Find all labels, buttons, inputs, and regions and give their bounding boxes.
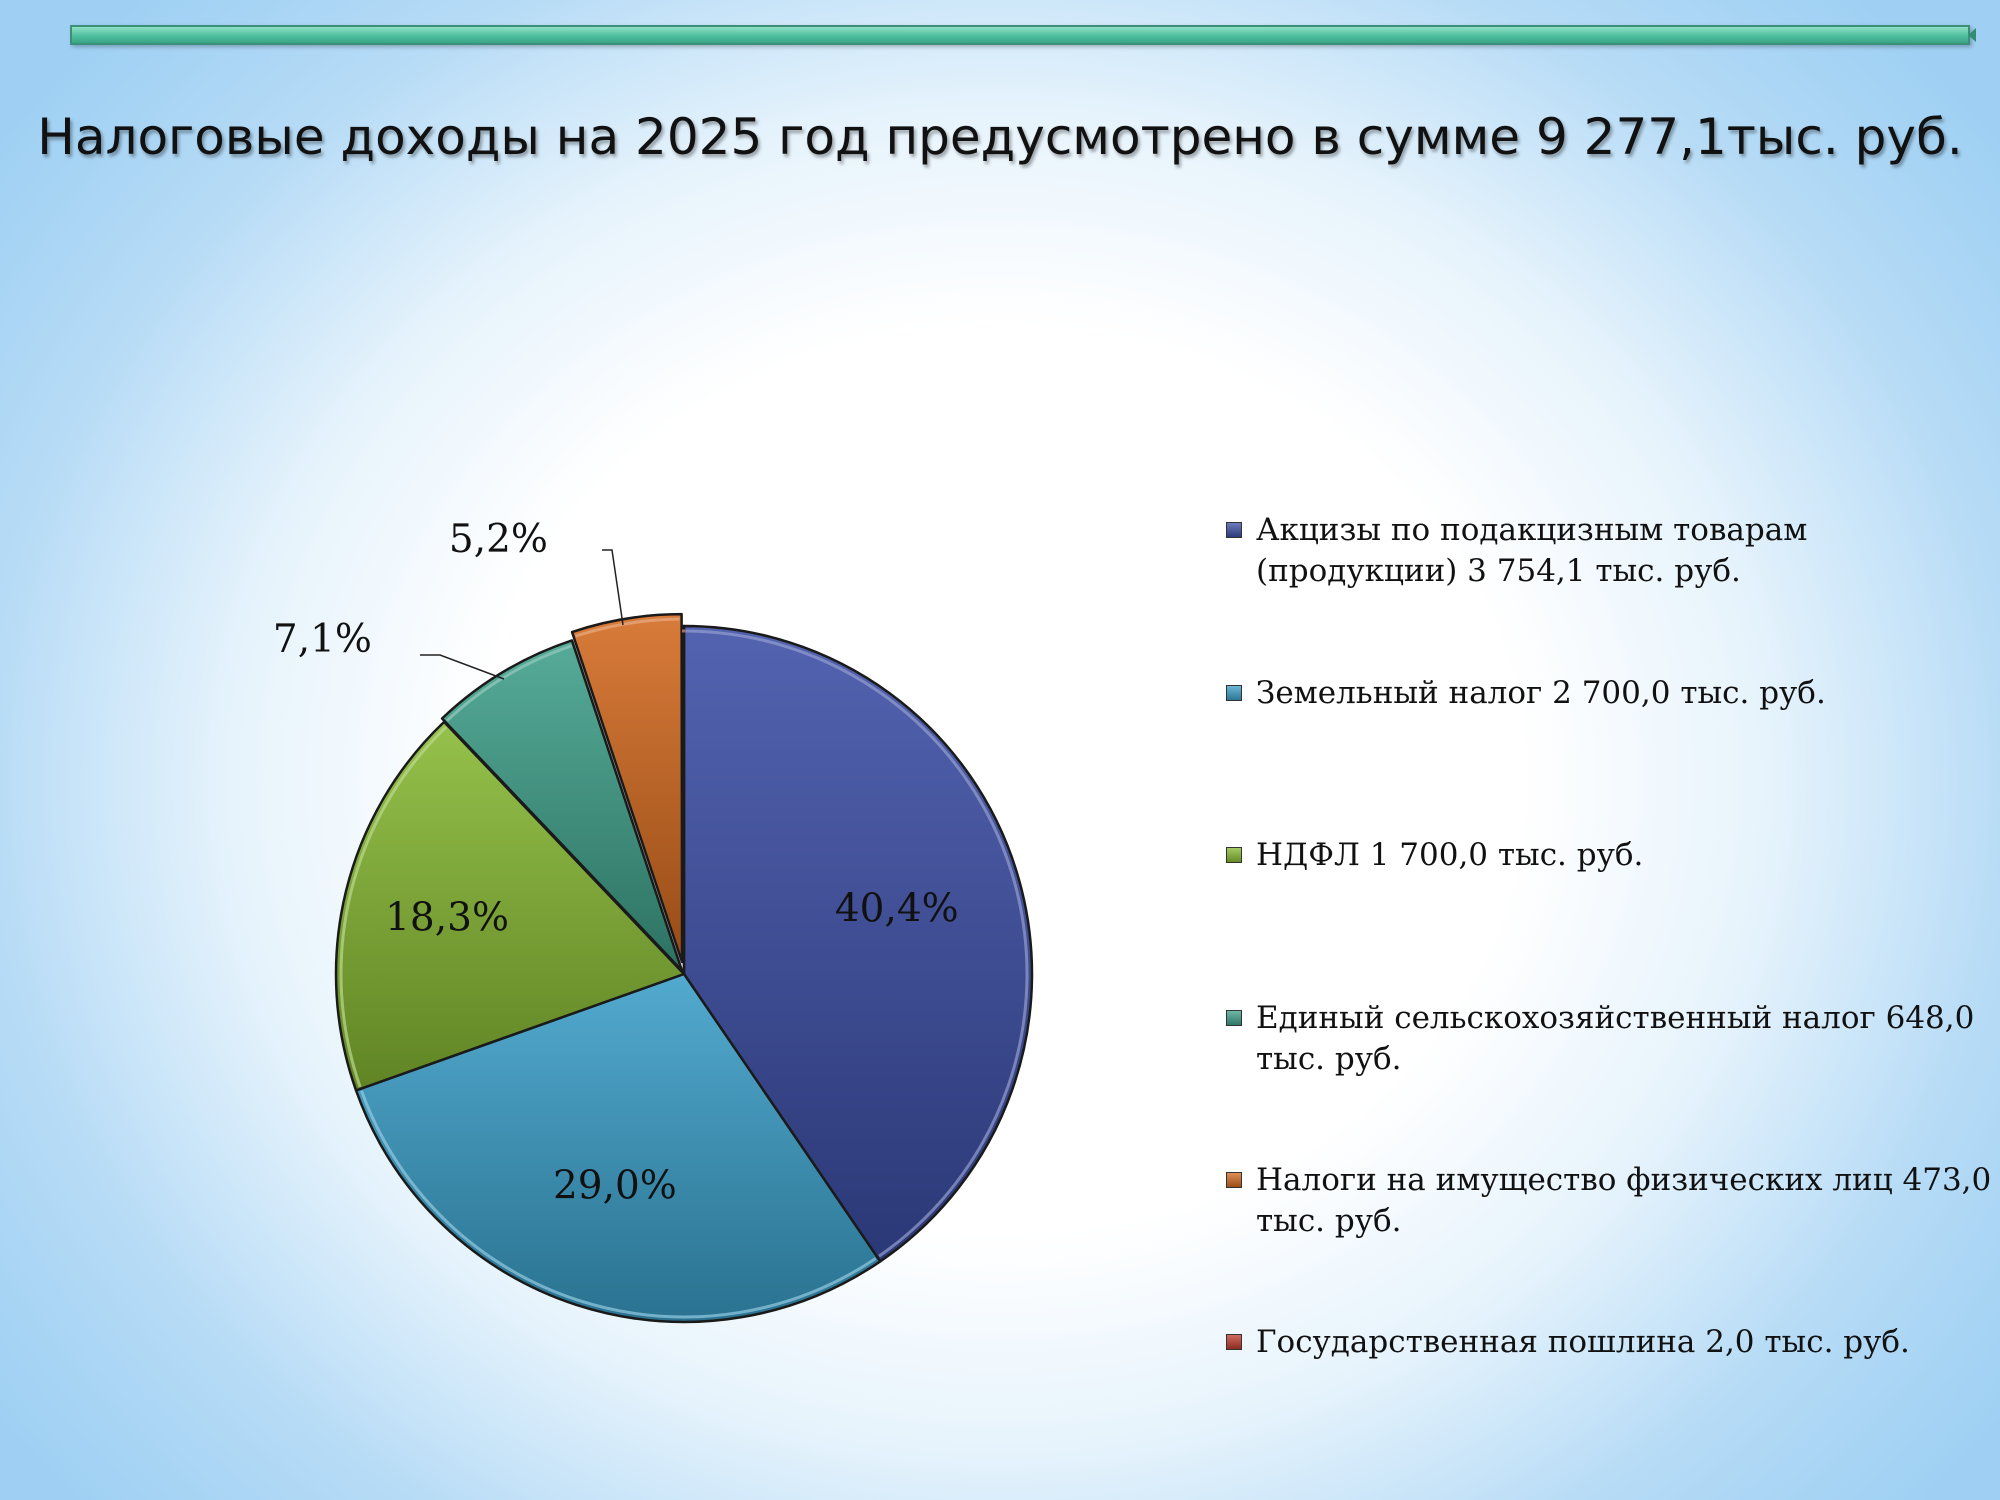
legend-item-2: Земельный налог 2 700,0 тыс. руб. bbox=[1222, 673, 1992, 714]
pie-slice-2 bbox=[354, 972, 882, 1324]
data-label-5: 5,2% bbox=[449, 517, 548, 562]
pie-slice-rim-3 bbox=[339, 725, 448, 1088]
legend-item-6: Государственная пошлина 2,0 тыс. руб. bbox=[1222, 1322, 1992, 1363]
legend-label-1: Акцизы по подакцизным товарам (продукции… bbox=[1256, 512, 1808, 589]
legend-label-6: Государственная пошлина 2,0 тыс. руб. bbox=[1256, 1324, 1910, 1360]
page-title: Налоговые доходы на 2025 год предусмотре… bbox=[37, 108, 1963, 166]
top-bar-end-marker bbox=[1968, 28, 1976, 42]
leader-line-4 bbox=[420, 654, 505, 680]
legend-swatch-1 bbox=[1226, 522, 1242, 538]
legend-swatch-6 bbox=[1226, 1334, 1242, 1350]
pie-slice-5 bbox=[570, 612, 684, 964]
legend-label-3: НДФЛ 1 700,0 тыс. руб. bbox=[1256, 837, 1644, 873]
data-labels: 40,4% 29,0% 18,3% 7,1% 5,2% bbox=[273, 517, 959, 1209]
legend-label-5: Налоги на имущество физических лиц 473,0… bbox=[1256, 1162, 1992, 1239]
legend-swatch-4 bbox=[1226, 1010, 1242, 1026]
pie-slice-rim-2 bbox=[360, 1090, 877, 1319]
legend-swatch-3 bbox=[1226, 847, 1242, 863]
legend-item-5: Налоги на имущество физических лиц 473,0… bbox=[1222, 1160, 1992, 1242]
legend-swatch-2 bbox=[1226, 685, 1242, 701]
pie-slice-rim-5 bbox=[575, 617, 680, 638]
leader-lines bbox=[420, 549, 624, 680]
legend-label-4: Единый сельскохозяйственный налог 648,0 … bbox=[1256, 1000, 1975, 1077]
legend-item-4: Единый сельскохозяйственный налог 648,0 … bbox=[1222, 998, 1992, 1080]
pie-slices bbox=[334, 612, 1034, 1324]
legend-swatch-5 bbox=[1226, 1172, 1242, 1188]
leader-line-5 bbox=[602, 549, 624, 626]
data-label-2: 29,0% bbox=[553, 1164, 677, 1209]
pie-slice-3 bbox=[334, 720, 686, 1092]
pie-slice-4 bbox=[440, 639, 684, 972]
legend-item-3: НДФЛ 1 700,0 тыс. руб. bbox=[1222, 835, 1992, 876]
data-label-3: 18,3% bbox=[385, 895, 509, 940]
pie-slice-rim-1 bbox=[686, 629, 1029, 1258]
legend-item-1: Акцизы по подакцизным товарам (продукции… bbox=[1222, 510, 1992, 592]
legend-label-2: Земельный налог 2 700,0 тыс. руб. bbox=[1256, 675, 1826, 711]
pie-slice-rim-4 bbox=[445, 644, 573, 722]
data-label-4: 7,1% bbox=[273, 617, 372, 662]
data-label-1: 40,4% bbox=[835, 886, 959, 931]
pie-slice-1 bbox=[682, 624, 1034, 1263]
